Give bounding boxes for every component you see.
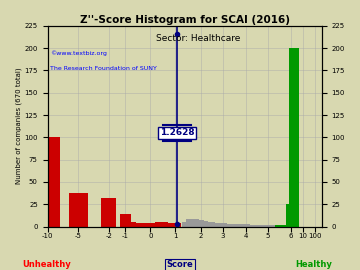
Bar: [286, 204, 296, 227]
Bar: [287, 225, 292, 227]
Bar: [159, 222, 164, 227]
Bar: [271, 225, 276, 227]
Bar: [194, 220, 199, 227]
Bar: [248, 225, 253, 227]
Bar: [102, 198, 117, 227]
Bar: [256, 225, 261, 227]
Bar: [155, 222, 159, 227]
Bar: [290, 48, 298, 227]
Bar: [260, 225, 265, 227]
Bar: [267, 225, 273, 227]
Bar: [289, 48, 298, 227]
Text: Sector: Healthcare: Sector: Healthcare: [156, 34, 240, 43]
Bar: [287, 204, 297, 227]
Bar: [176, 223, 181, 227]
Bar: [186, 220, 191, 227]
Bar: [289, 48, 297, 227]
Bar: [292, 218, 299, 227]
Bar: [206, 222, 211, 227]
Bar: [190, 218, 195, 227]
Bar: [283, 225, 288, 227]
Bar: [225, 224, 230, 227]
Bar: [279, 225, 284, 227]
Bar: [275, 225, 280, 227]
Text: Score: Score: [167, 260, 193, 269]
Bar: [245, 224, 249, 227]
Bar: [120, 214, 131, 227]
Bar: [210, 222, 215, 227]
Bar: [241, 224, 246, 227]
Bar: [136, 223, 142, 227]
Bar: [172, 223, 176, 227]
Bar: [287, 204, 296, 227]
Bar: [182, 222, 186, 227]
Bar: [35, 137, 60, 227]
Bar: [214, 223, 219, 227]
Title: Z''-Score Histogram for SCAI (2016): Z''-Score Histogram for SCAI (2016): [80, 15, 290, 25]
Bar: [146, 223, 151, 227]
Text: The Research Foundation of SUNY: The Research Foundation of SUNY: [50, 66, 157, 71]
Bar: [218, 223, 223, 227]
Bar: [264, 225, 269, 227]
Bar: [199, 220, 204, 227]
Bar: [222, 223, 227, 227]
Bar: [233, 224, 238, 227]
Bar: [167, 223, 172, 227]
Bar: [130, 222, 136, 227]
Bar: [150, 223, 155, 227]
Text: Unhealthy: Unhealthy: [22, 260, 71, 269]
Bar: [252, 225, 257, 227]
Bar: [237, 224, 242, 227]
Bar: [229, 224, 234, 227]
Bar: [291, 48, 299, 227]
Text: Healthy: Healthy: [295, 260, 332, 269]
Text: 1.2628: 1.2628: [159, 128, 194, 137]
Text: ©www.textbiz.org: ©www.textbiz.org: [50, 50, 107, 56]
Bar: [69, 193, 88, 227]
Y-axis label: Number of companies (670 total): Number of companies (670 total): [15, 68, 22, 184]
Bar: [141, 223, 147, 227]
Bar: [163, 222, 168, 227]
Bar: [203, 221, 207, 227]
